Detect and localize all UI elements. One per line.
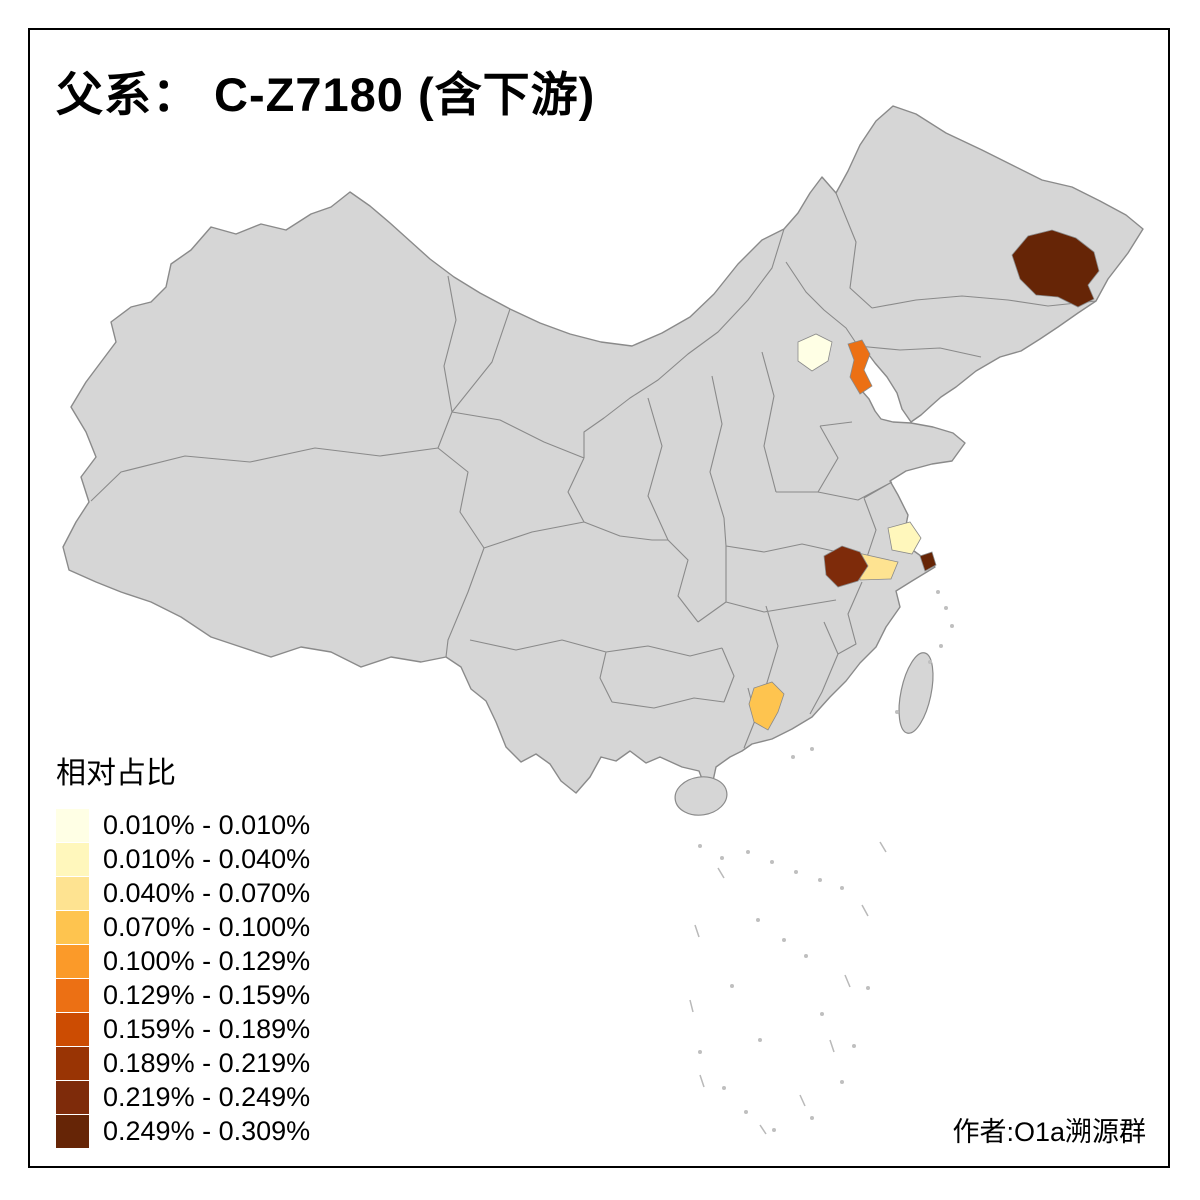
region-west-guangdong: [748, 681, 785, 731]
legend-swatch: [56, 808, 89, 842]
province-borders: [90, 192, 1097, 749]
taiwan-island: [898, 652, 934, 734]
legend-label: 0.189% - 0.219%: [103, 1047, 311, 1078]
legend-swatch: [56, 1080, 89, 1114]
legend-swatch: [56, 1046, 89, 1080]
legend-row: 0.129% - 0.159%: [56, 978, 310, 1012]
legend-row: 0.189% - 0.219%: [56, 1046, 310, 1080]
legend-label: 0.040% - 0.070%: [103, 877, 311, 908]
author-credit: 作者:O1a溯源群: [952, 1117, 1146, 1147]
region-tianjin: [847, 339, 873, 395]
legend-swatch: [56, 944, 89, 978]
page-title: 父系： C-Z7180 (含下游): [56, 68, 596, 121]
legend-row: 0.249% - 0.309%: [56, 1114, 310, 1148]
island-specks: [698, 590, 954, 1132]
highlighted-regions: [748, 229, 1100, 731]
legend-row: 0.100% - 0.129%: [56, 944, 310, 978]
legend-swatch: [56, 1114, 89, 1148]
region-shanghai: [919, 551, 937, 572]
legend-label: 0.010% - 0.010%: [103, 809, 311, 840]
region-beijing: [797, 333, 833, 372]
legend-row: 0.219% - 0.249%: [56, 1080, 310, 1114]
mainland-china-shape: [62, 105, 1144, 794]
nine-dash-marks: [689, 841, 887, 1135]
legend-row: 0.159% - 0.189%: [56, 1012, 310, 1046]
legend-swatch: [56, 978, 89, 1012]
legend-swatch: [56, 876, 89, 910]
region-northeast-dark: [1011, 229, 1100, 308]
legend-label: 0.219% - 0.249%: [103, 1081, 311, 1112]
legend-swatch: [56, 842, 89, 876]
legend-row: 0.040% - 0.070%: [56, 876, 310, 910]
legend-label: 0.249% - 0.309%: [103, 1115, 311, 1146]
hainan-island: [674, 776, 728, 816]
region-south-jiangsu: [887, 521, 922, 555]
legend-row: 0.010% - 0.010%: [56, 808, 310, 842]
legend-label: 0.070% - 0.100%: [103, 911, 311, 942]
legend-row: 0.070% - 0.100%: [56, 910, 310, 944]
legend: 相对占比 0.010% - 0.010% 0.010% - 0.040% 0.0…: [56, 748, 310, 1148]
legend-label: 0.159% - 0.189%: [103, 1013, 311, 1044]
region-south-anhui-dark: [823, 545, 869, 588]
legend-label: 0.010% - 0.040%: [103, 843, 311, 874]
legend-row: 0.010% - 0.040%: [56, 842, 310, 876]
legend-swatch: [56, 1012, 89, 1046]
legend-label: 0.100% - 0.129%: [103, 945, 311, 976]
legend-swatch: [56, 910, 89, 944]
legend-label: 0.129% - 0.159%: [103, 979, 311, 1010]
legend-title: 相对占比: [56, 757, 176, 790]
